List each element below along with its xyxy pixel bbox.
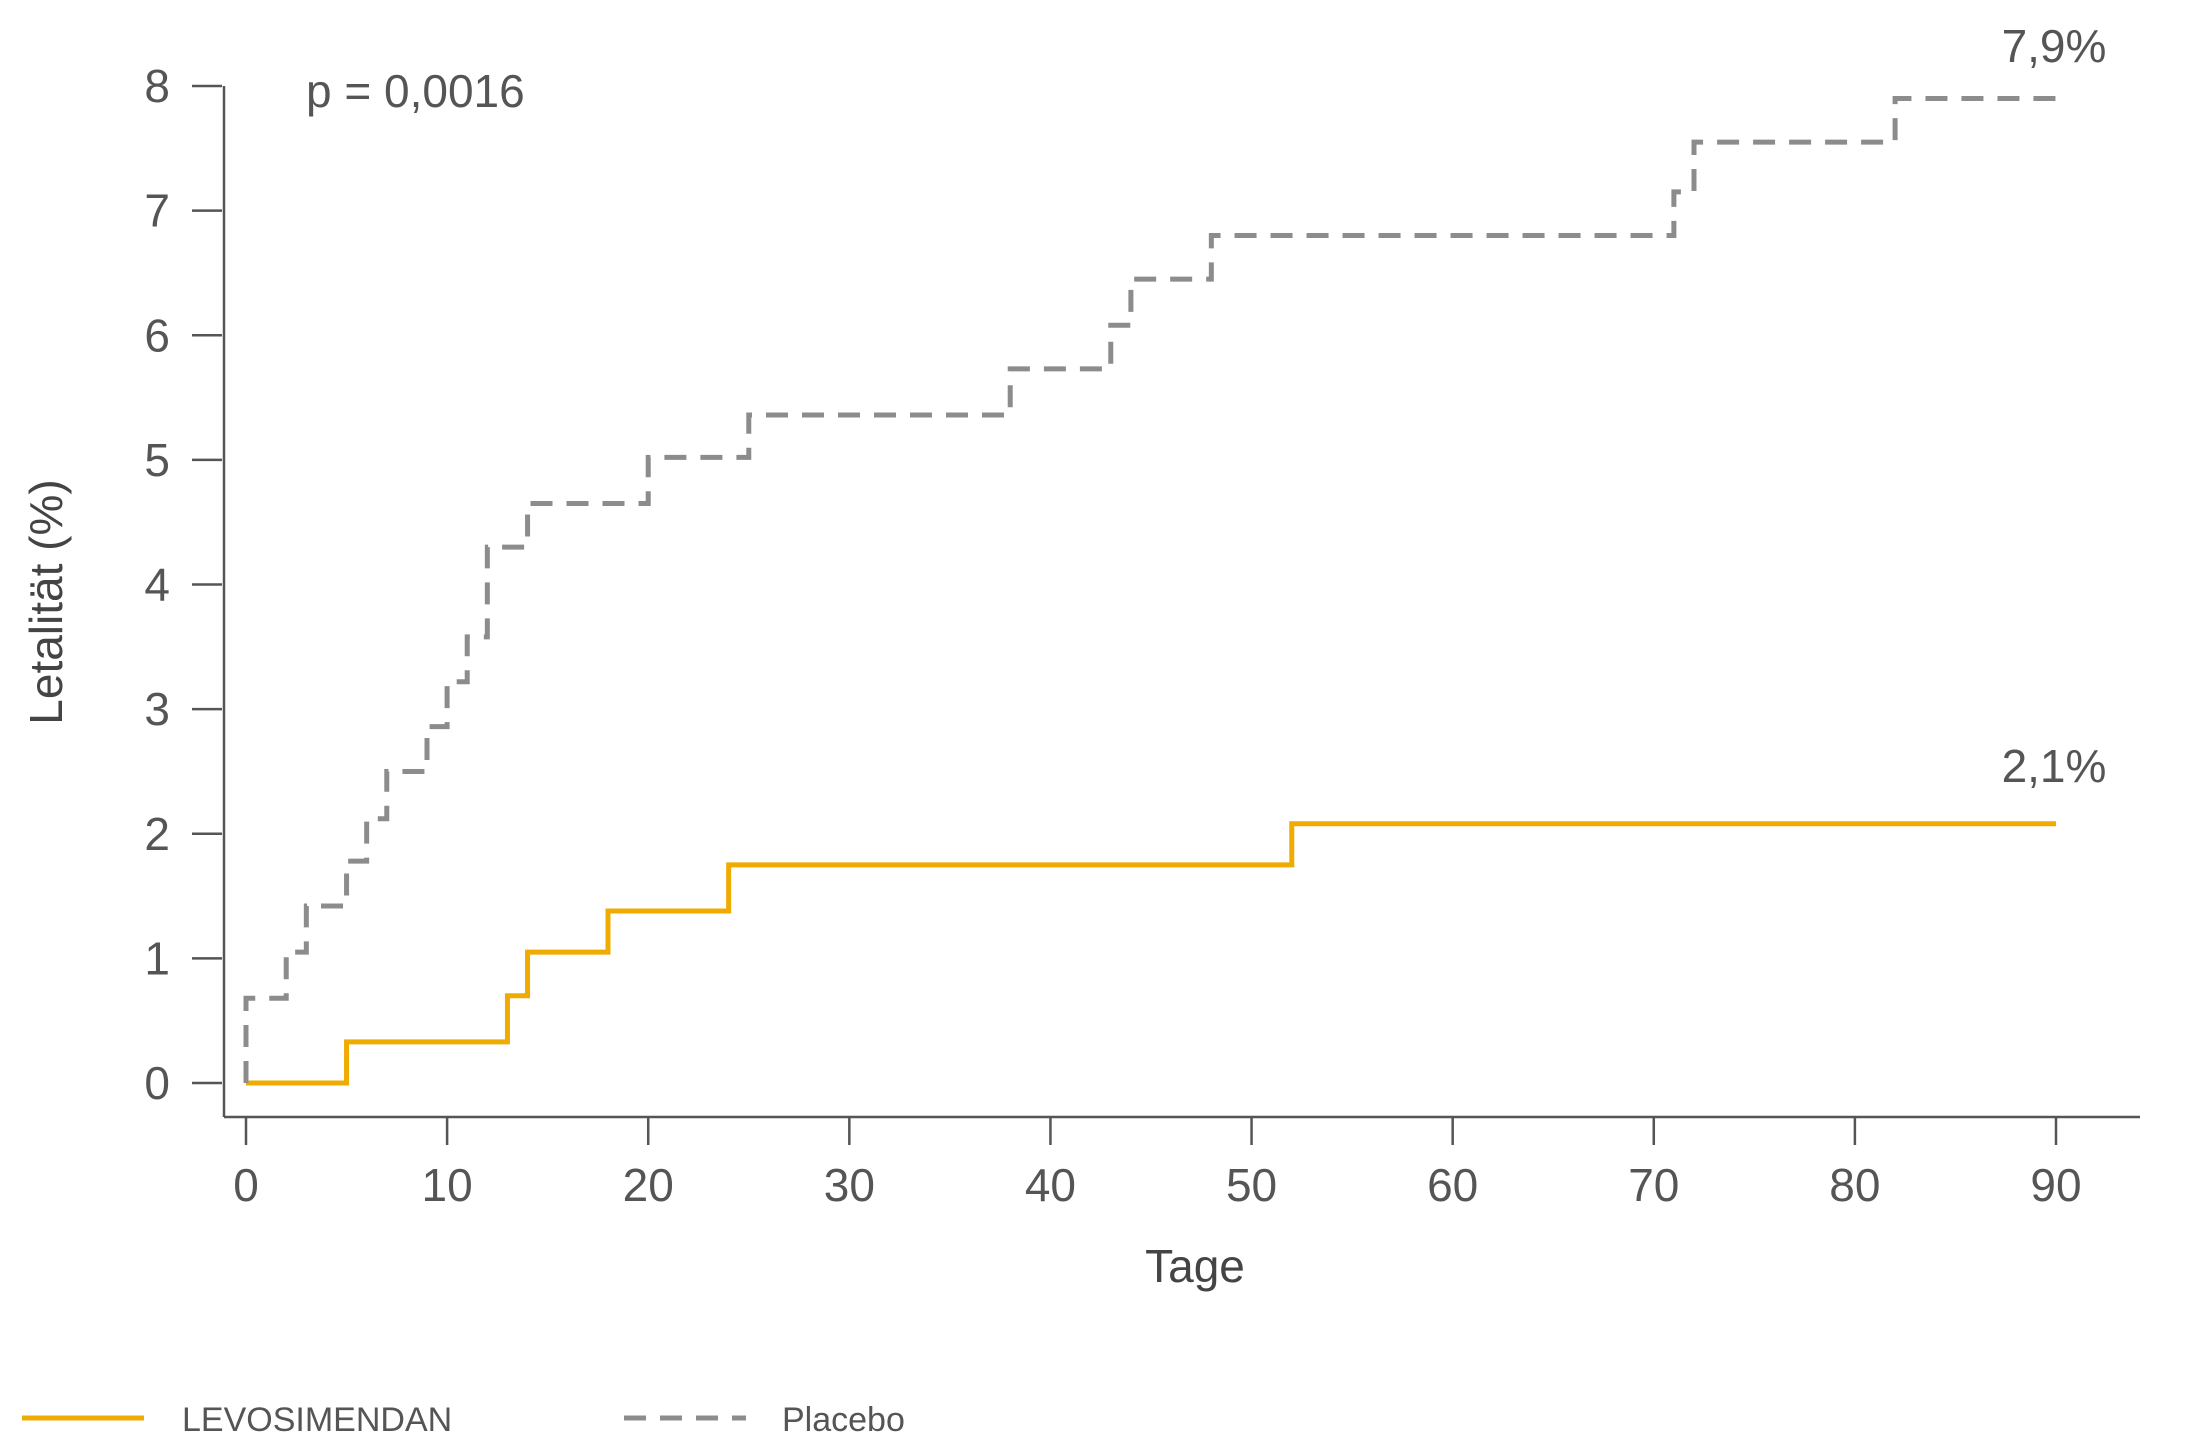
legend-label-levosimendan: LEVOSIMENDAN [182, 1401, 452, 1439]
x-tick-label: 20 [623, 1159, 674, 1211]
x-tick-label: 80 [1829, 1159, 1880, 1211]
x-tick-label: 60 [1427, 1159, 1478, 1211]
y-tick-label: 0 [144, 1057, 170, 1109]
y-tick-label: 3 [144, 683, 170, 735]
x-axis-title: Tage [1145, 1240, 1245, 1292]
x-tick-label: 70 [1628, 1159, 1679, 1211]
x-tick-label: 90 [2030, 1159, 2081, 1211]
series-end-labels: 2,1% 7,9% [2002, 20, 2107, 792]
x-tick-label: 50 [1226, 1159, 1277, 1211]
x-tick-label: 40 [1025, 1159, 1076, 1211]
y-tick-label: 1 [144, 932, 170, 984]
y-tick-label: 7 [144, 185, 170, 237]
legend: LEVOSIMENDAN Placebo [22, 1401, 905, 1439]
x-tick-label: 0 [233, 1159, 259, 1211]
p-value-annotation: p = 0,0016 [306, 65, 525, 117]
series-line-1 [243, 95, 2056, 1083]
y-tick-label: 2 [144, 808, 170, 860]
series-lines [243, 95, 2056, 1086]
y-tick-label: 8 [144, 60, 170, 112]
series-line-0 [246, 821, 2056, 1086]
x-tick-label: 10 [422, 1159, 473, 1211]
legend-label-placebo: Placebo [782, 1401, 905, 1439]
y-tick-label: 4 [144, 559, 170, 611]
levosimendan-end-label: 2,1% [2002, 740, 2107, 792]
y-tick-label: 5 [144, 434, 170, 486]
x-tick-label: 30 [824, 1159, 875, 1211]
y-axis-title: Letalität (%) [20, 479, 72, 724]
y-tick-label: 6 [144, 309, 170, 361]
placebo-end-label: 7,9% [2002, 20, 2107, 72]
